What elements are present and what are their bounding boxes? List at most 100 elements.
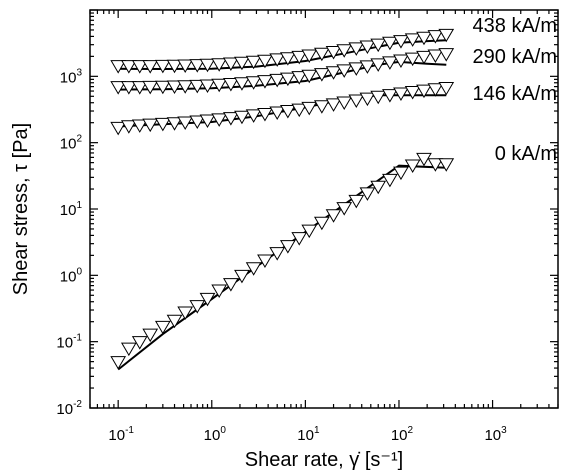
data-point-s3-22 [359, 40, 376, 54]
data-point-s2-11 [234, 77, 250, 91]
series-label-2: 290 kA/m [473, 46, 557, 68]
data-point-s1-21 [348, 94, 365, 108]
data-point-s2-14 [269, 73, 286, 88]
data-point-s1-13 [257, 108, 273, 122]
series-label-3: 438 kA/m [473, 15, 557, 37]
data-point-s1-20 [336, 96, 353, 111]
data-point-s3-25 [393, 35, 409, 49]
data-point-s0-29 [438, 158, 455, 172]
data-point-s0-5 [166, 314, 183, 329]
data-markers [110, 28, 455, 370]
data-point-s1-26 [404, 86, 421, 100]
data-point-s2-0 [110, 81, 127, 95]
x-tick-label-4: 103 [484, 425, 507, 444]
data-point-s2-28 [427, 49, 444, 63]
data-point-s3-17 [301, 49, 318, 63]
data-point-s0-13 [257, 254, 273, 269]
data-point-s0-9 [211, 284, 228, 299]
data-point-s2-23 [370, 58, 387, 72]
data-point-s1-5 [166, 117, 183, 131]
data-point-s1-25 [393, 87, 409, 102]
fit-line-0 [117, 164, 447, 371]
data-point-s3-27 [416, 31, 432, 46]
data-point-s2-29 [438, 48, 455, 62]
data-point-s3-16 [291, 50, 308, 65]
data-point-s0-21 [348, 194, 365, 209]
x-tick-label-0-exp: -1 [125, 425, 134, 436]
data-point-s3-0 [110, 60, 127, 74]
data-point-s1-1 [120, 120, 137, 134]
data-point-s2-4 [154, 80, 171, 95]
data-point-s1-9 [211, 113, 228, 127]
data-point-s1-16 [291, 103, 308, 118]
data-point-s2-16 [291, 71, 308, 85]
data-point-s3-13 [257, 54, 273, 69]
data-point-s0-8 [199, 292, 216, 307]
data-point-s1-15 [279, 105, 296, 119]
data-point-s3-23 [370, 38, 387, 53]
data-point-s1-3 [142, 118, 159, 133]
x-tick-label-0-base: 10 [108, 427, 125, 444]
data-point-s3-14 [269, 53, 286, 67]
data-point-s2-27 [416, 50, 432, 65]
y-tick-label-4-base: 10 [60, 136, 77, 153]
data-point-s3-2 [131, 60, 148, 74]
data-point-s0-1 [120, 342, 137, 357]
data-point-s1-7 [189, 115, 206, 130]
data-point-s2-2 [131, 81, 148, 95]
x-tick-label-2-exp: 1 [314, 425, 320, 436]
series-label-0: 0 kA/m [495, 143, 557, 165]
y-tick-label-3: 101 [60, 200, 83, 219]
data-point-s2-6 [177, 80, 194, 94]
data-point-s1-4 [154, 117, 171, 132]
data-point-s2-22 [359, 60, 376, 74]
data-point-s3-11 [234, 56, 250, 71]
data-point-s0-12 [245, 262, 262, 276]
data-point-s1-10 [223, 112, 239, 126]
data-point-s3-4 [154, 59, 171, 74]
y-tick-label-0-exp: -2 [73, 399, 82, 410]
data-point-s3-7 [189, 59, 206, 73]
data-point-s3-6 [177, 59, 194, 74]
data-point-s0-20 [336, 202, 353, 216]
data-point-s1-14 [269, 106, 286, 120]
data-point-s1-0 [110, 121, 127, 136]
data-point-s2-25 [393, 54, 409, 69]
y-tick-label-3-exp: 1 [76, 200, 82, 211]
data-point-s2-19 [325, 66, 342, 80]
y-tick-label-5-base: 10 [60, 69, 77, 86]
data-point-s2-21 [348, 62, 365, 76]
data-point-s0-28 [427, 158, 444, 172]
data-point-s1-24 [382, 89, 398, 103]
data-point-s0-22 [359, 187, 376, 201]
data-point-s1-22 [359, 92, 376, 107]
data-point-s2-8 [199, 79, 216, 93]
data-point-s0-26 [404, 159, 421, 174]
data-point-s1-12 [245, 109, 262, 123]
y-tick-label-0-base: 10 [56, 401, 73, 418]
data-point-s1-6 [177, 116, 194, 130]
data-point-s0-16 [291, 232, 308, 246]
series-label-1: 146 kA/m [473, 83, 557, 105]
data-point-s2-1 [120, 81, 137, 95]
y-tick-label-3-base: 10 [60, 202, 77, 219]
data-point-s3-9 [211, 58, 228, 72]
y-tick-label-2: 100 [60, 266, 83, 285]
x-tick-label-1-exp: 0 [220, 425, 226, 436]
data-point-s0-6 [177, 306, 194, 320]
data-point-s2-5 [166, 80, 183, 94]
data-point-s2-3 [142, 80, 159, 95]
x-tick-label-3-base: 10 [391, 427, 408, 444]
x-tick-label-2-base: 10 [297, 427, 314, 444]
data-point-s2-15 [279, 72, 296, 87]
data-point-s3-21 [348, 42, 365, 56]
x-tick-label-4-exp: 3 [501, 425, 507, 436]
data-point-s0-19 [325, 209, 342, 223]
data-point-s2-20 [336, 64, 353, 78]
data-point-s0-0 [110, 356, 127, 370]
data-point-s1-29 [438, 81, 455, 96]
data-point-s1-28 [427, 83, 444, 97]
data-point-s2-18 [313, 68, 330, 82]
x-tick-label-1: 100 [204, 425, 227, 444]
